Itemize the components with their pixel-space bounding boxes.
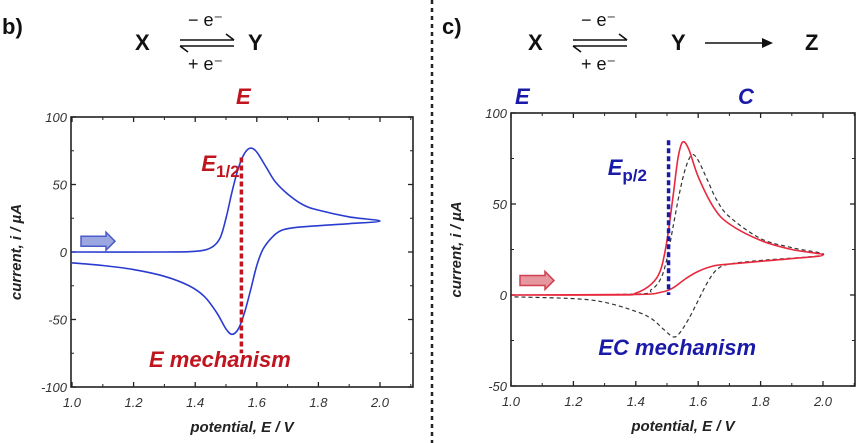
y-tick-label: 100 (45, 110, 67, 125)
panel-letter-b: b) (2, 14, 23, 39)
x-tick-label: 1.2 (125, 395, 144, 410)
cv-plot-e: 1.0 1.2 1.4 1.6 1.8 2.0 -100 -50 0 50 100 potential… (8, 110, 414, 436)
y-tick-label: -100 (41, 380, 68, 395)
scan-direction-arrow-icon (519, 269, 556, 292)
y-tick-label: 100 (485, 106, 507, 121)
reaction-arrow-icon (705, 38, 773, 48)
cv-plot-ec: 1.0 1.2 1.4 1.6 1.8 2.0 -50 0 50 100 potential, E … (448, 106, 856, 435)
step-label-e: E (236, 84, 252, 109)
panel-letter-c: c) (442, 14, 462, 39)
x-tick-label: 1.4 (186, 395, 204, 410)
x-tick-label: 1.8 (309, 395, 328, 410)
scheme-b: b) X − e⁻ + e⁻ Y E (2, 10, 263, 109)
species-x: X (528, 30, 543, 55)
x-tick-label: 1.4 (627, 394, 645, 409)
reduction-label: + e⁻ (188, 54, 223, 74)
y-tick-label: -50 (48, 313, 68, 328)
species-z: Z (805, 30, 818, 55)
x-axis-label: potential, E / V (630, 418, 736, 435)
x-axis-label: potential, E / V (189, 419, 295, 436)
potential-annotation: Ep/2 (608, 155, 647, 185)
species-y: Y (671, 30, 686, 55)
annotation-sub: 1/2 (216, 162, 240, 181)
annotation-main: E (608, 155, 624, 180)
x-tick-label: 2.0 (370, 395, 390, 410)
y-axis-label: current, i / µA (8, 204, 25, 300)
cv-curve-solid (510, 140, 824, 296)
oxidation-label: − e⁻ (581, 10, 616, 30)
step-label-c: C (738, 84, 755, 109)
y-tick-label: 0 (500, 288, 508, 303)
equilibrium-arrow-icon (179, 33, 235, 53)
x-tick-label: 2.0 (813, 394, 833, 409)
annotation-main: E (201, 151, 217, 176)
reduction-label: + e⁻ (581, 54, 616, 74)
scheme-c: c) X − e⁻ + e⁻ Y Z E C (442, 10, 818, 109)
species-x: X (135, 30, 150, 55)
x-tick-label: 1.8 (752, 394, 771, 409)
y-tick-label: 50 (53, 178, 68, 193)
plot-frame (70, 116, 414, 388)
x-tick-label: 1.6 (689, 394, 708, 409)
cv-curve-dashed (510, 153, 825, 338)
equilibrium-arrow-icon (572, 33, 628, 53)
y-tick-label: 50 (493, 197, 508, 212)
oxidation-label: − e⁻ (188, 10, 223, 30)
cv-curve-solid (71, 147, 381, 336)
x-tick-label: 1.0 (63, 395, 82, 410)
x-tick-label: 1.2 (564, 394, 583, 409)
y-tick-label: -50 (488, 379, 508, 394)
x-tick-label: 1.0 (502, 394, 521, 409)
scan-direction-arrow-icon (80, 230, 117, 253)
plot-frame (510, 112, 856, 387)
step-label-e: E (515, 84, 531, 109)
species-y: Y (248, 30, 263, 55)
x-tick-label: 1.6 (248, 395, 267, 410)
y-tick-label: 0 (60, 245, 68, 260)
mechanism-label: E mechanism (149, 347, 291, 372)
annotation-sub: p/2 (622, 166, 647, 185)
potential-annotation: E1/2 (201, 151, 239, 181)
mechanism-label: EC mechanism (598, 335, 756, 360)
y-axis-label: current, i / µA (448, 201, 465, 297)
